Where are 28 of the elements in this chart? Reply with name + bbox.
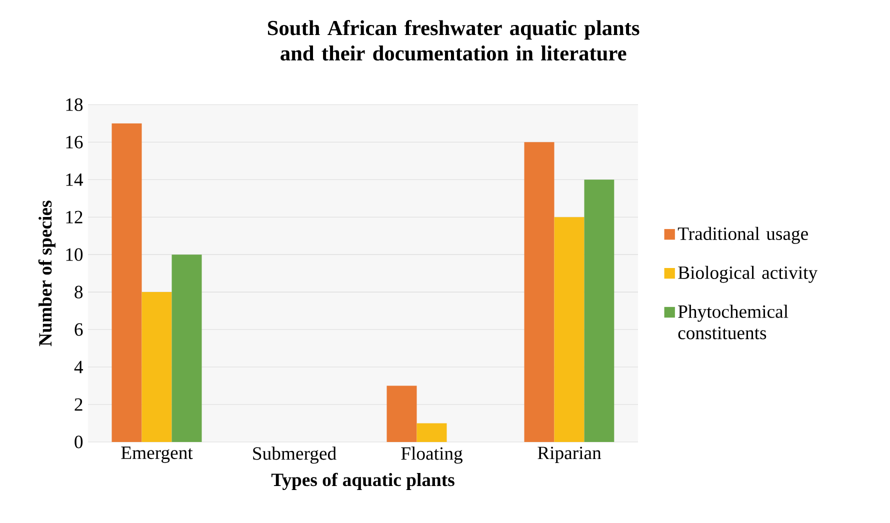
x-axis-title: Types of aquatic plants xyxy=(271,472,454,490)
y-tick-label: 0 xyxy=(74,436,83,448)
chart-title: South African freshwater aquatic plants and their documentation in literature xyxy=(268,20,640,61)
bar xyxy=(584,180,614,442)
y-tick-label: 14 xyxy=(66,173,84,186)
legend-label: Traditional usage xyxy=(678,226,808,244)
bar xyxy=(524,142,554,442)
bar xyxy=(172,254,202,442)
y-tick-label: 6 xyxy=(74,323,83,336)
legend-label: Phytochemical constituents xyxy=(678,304,788,340)
y-tick-label: 8 xyxy=(74,286,83,298)
y-tick-label: 16 xyxy=(66,136,83,148)
bar xyxy=(142,292,172,442)
bar xyxy=(112,123,142,442)
x-tick-label: Floating xyxy=(401,446,463,464)
y-tick-label: 12 xyxy=(66,210,82,224)
x-tick-label: Emergent xyxy=(121,446,193,463)
x-tick-label: Submerged xyxy=(253,446,336,464)
y-tick-label: 10 xyxy=(66,248,83,261)
bar xyxy=(554,217,584,442)
x-tick-label: Riparian xyxy=(538,446,602,464)
y-tick-label: 2 xyxy=(74,398,82,411)
y-tick-label: 4 xyxy=(74,360,84,374)
y-tick-label: 18 xyxy=(66,98,83,111)
bar xyxy=(386,386,417,442)
y-axis-title: Number of species xyxy=(38,200,56,346)
bar xyxy=(416,423,447,442)
legend-label: Biological activity xyxy=(678,266,818,283)
